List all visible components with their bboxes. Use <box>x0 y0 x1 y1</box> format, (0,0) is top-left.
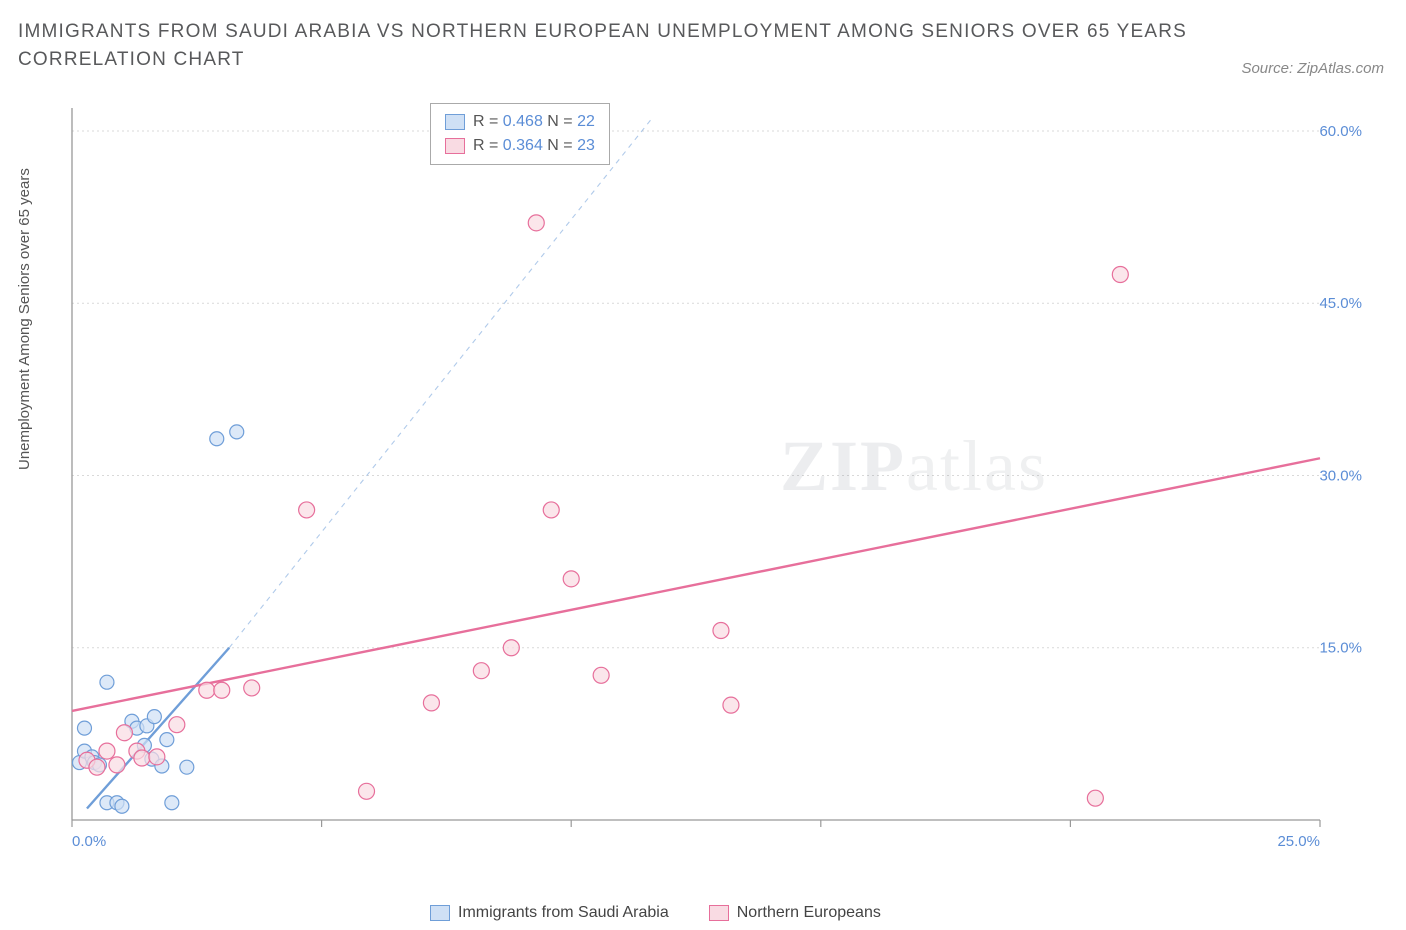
legend-row-saudi: R = 0.468 N = 22 <box>445 110 595 134</box>
svg-text:45.0%: 45.0% <box>1319 295 1362 312</box>
correlation-legend: R = 0.468 N = 22R = 0.364 N = 23 <box>430 103 610 165</box>
svg-text:15.0%: 15.0% <box>1319 640 1362 657</box>
svg-text:30.0%: 30.0% <box>1319 467 1362 484</box>
series-legend: Immigrants from Saudi Arabia Northern Eur… <box>430 904 881 922</box>
legend-text: R = 0.364 N = 23 <box>473 134 595 158</box>
chart-title: IMMIGRANTS FROM SAUDI ARABIA VS NORTHERN… <box>18 18 1196 73</box>
legend-swatch <box>430 905 450 921</box>
legend-swatch <box>445 138 465 154</box>
svg-text:60.0%: 60.0% <box>1319 123 1362 140</box>
source-label: Source: ZipAtlas.com <box>1241 60 1384 77</box>
series-legend-label: Northern Europeans <box>737 904 881 922</box>
legend-row-northern: R = 0.364 N = 23 <box>445 134 595 158</box>
svg-text:25.0%: 25.0% <box>1277 833 1320 850</box>
legend-swatch <box>445 114 465 130</box>
series-legend-item-saudi: Immigrants from Saudi Arabia <box>430 904 669 922</box>
legend-text: R = 0.468 N = 22 <box>473 110 595 134</box>
scatter-plot: 0.0% 25.0% 15.0% 30.0% 45.0% 60.0% <box>60 100 1370 870</box>
series-legend-label: Immigrants from Saudi Arabia <box>458 904 669 922</box>
svg-text:0.0%: 0.0% <box>72 833 106 850</box>
y-axis-label: Unemployment Among Seniors over 65 years <box>16 168 33 470</box>
legend-swatch <box>709 905 729 921</box>
series-legend-item-northern: Northern Europeans <box>709 904 881 922</box>
